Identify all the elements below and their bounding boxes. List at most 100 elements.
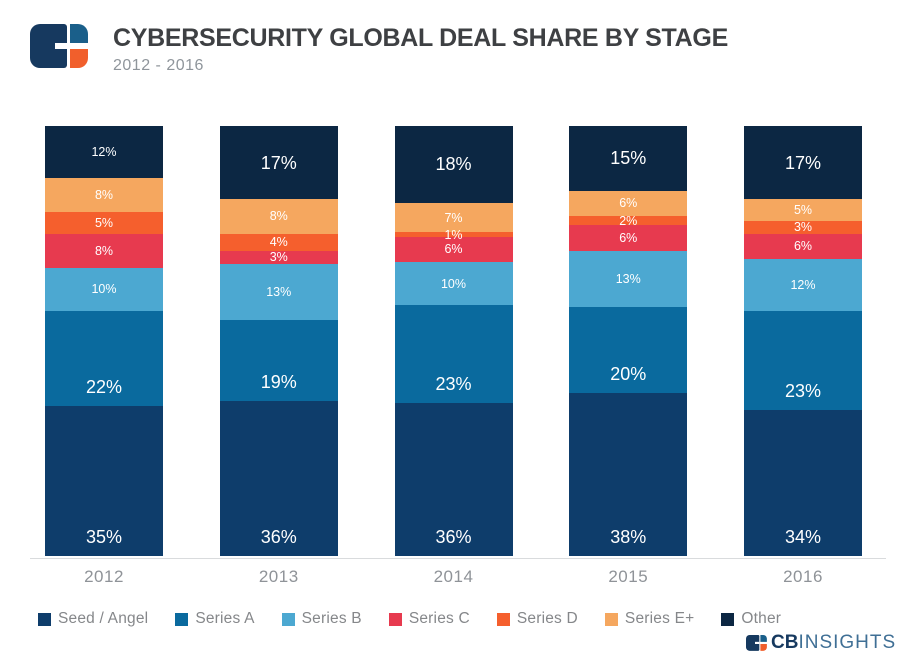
value-label-other-2016: 17% xyxy=(784,152,822,173)
legend-label-series-e: Series E+ xyxy=(624,610,695,627)
x-axis-labels: 2012 2013 2014 2015 2016 xyxy=(45,567,862,587)
segment-series-a-2015: 20% xyxy=(569,306,688,393)
wordmark-cb: CB xyxy=(771,632,799,653)
cbinsights-logo-small-icon xyxy=(746,634,767,652)
legend-item-series-a: Series A xyxy=(175,610,254,628)
legend-item-seed-angel: Seed / Angel xyxy=(38,610,148,628)
segment-series-a-2016: 23% xyxy=(744,310,862,410)
logo-blue-square xyxy=(760,634,767,642)
legend-swatch-series-b xyxy=(281,612,295,626)
value-label-series-b-2016: 12% xyxy=(790,277,816,292)
value-label-series-c-2013: 3% xyxy=(269,249,288,264)
plot-area: 12% 8% 5% 8% 10% 22% 35% 17% 8% 4% 3% 13% 19% 36% 18% 7… xyxy=(45,126,862,557)
value-label-series-a-2016: 23% xyxy=(784,380,822,401)
value-label-series-b-2013: 13% xyxy=(266,284,292,299)
legend-swatch-seed-angel xyxy=(38,612,51,626)
segment-series-d-2016: 3% xyxy=(744,219,862,234)
value-label-series-d-2013: 4% xyxy=(269,234,288,249)
bar-2012: 12% 8% 5% 8% 10% 22% 35% xyxy=(45,126,163,556)
segment-series-d-2014: 1% xyxy=(394,228,513,240)
segment-seed-angel-2016: 34% xyxy=(744,409,862,556)
legend-label-series-a: Series A xyxy=(195,610,255,627)
segment-seed-angel-2012: 35% xyxy=(45,405,163,556)
segment-series-e-2013: 8% xyxy=(219,199,338,234)
legend-label-series-b: Series B xyxy=(301,610,362,627)
segment-series-c-2012: 8% xyxy=(45,233,163,268)
segment-seed-angel-2015: 38% xyxy=(569,392,688,556)
legend-label-other: Other xyxy=(741,610,782,627)
value-label-series-d-2015: 2% xyxy=(619,213,638,228)
segment-series-b-2013: 13% xyxy=(219,263,338,320)
segment-series-c-2014: 6% xyxy=(394,236,513,263)
value-label-series-d-2012: 5% xyxy=(94,215,114,230)
logo-notch-shape xyxy=(55,43,67,49)
value-label-other-2012: 12% xyxy=(91,144,117,159)
page-title: CYBERSECURITY GLOBAL DEAL SHARE BY STAGE xyxy=(113,24,728,52)
legend-item-other: Other xyxy=(721,610,781,628)
bar-2013: 17% 8% 4% 3% 13% 19% 36% xyxy=(219,126,338,557)
segment-series-b-2012: 10% xyxy=(45,267,163,311)
page-subtitle: 2012 - 2016 xyxy=(113,57,204,74)
value-label-series-e-2015: 6% xyxy=(619,196,638,211)
segment-other-2015: 15% xyxy=(569,126,688,191)
value-label-series-e-2012: 8% xyxy=(94,187,114,202)
wordmark-insights: INSIGHTS xyxy=(798,632,897,653)
title-block: CYBERSECURITY GLOBAL DEAL SHARE BY STAGE… xyxy=(113,24,728,75)
segment-series-e-2012: 8% xyxy=(45,177,163,212)
value-label-seed-angel-2016: 34% xyxy=(784,527,822,547)
value-label-series-c-2012: 8% xyxy=(94,243,114,258)
segment-seed-angel-2013: 36% xyxy=(219,401,338,557)
segment-other-2012: 12% xyxy=(45,126,163,178)
bar-2015: 15% 6% 2% 6% 13% 20% 38% xyxy=(569,126,688,556)
x-axis-label-2015: 2015 xyxy=(608,567,649,586)
segment-series-d-2013: 4% xyxy=(219,233,338,251)
logo-orange-square xyxy=(70,49,88,68)
segment-seed-angel-2014: 36% xyxy=(394,402,513,556)
value-label-series-c-2016: 6% xyxy=(793,239,813,254)
value-label-series-c-2014: 6% xyxy=(444,242,463,257)
segment-series-b-2015: 13% xyxy=(569,250,688,307)
segment-series-d-2015: 2% xyxy=(569,213,688,228)
segment-series-d-2012: 5% xyxy=(45,212,163,234)
segment-series-c-2016: 6% xyxy=(744,233,862,260)
value-label-series-a-2014: 23% xyxy=(435,373,472,394)
value-label-series-e-2016: 5% xyxy=(793,202,813,217)
value-label-series-c-2015: 6% xyxy=(619,230,638,245)
legend-swatch-other xyxy=(721,612,735,626)
x-axis-label-2013: 2013 xyxy=(258,567,299,586)
segment-series-e-2014: 7% xyxy=(394,202,513,233)
value-label-seed-angel-2014: 36% xyxy=(435,527,472,547)
logo-blue-square xyxy=(70,24,88,43)
value-label-series-e-2014: 7% xyxy=(444,210,463,225)
legend-label-series-c: Series C xyxy=(408,610,470,627)
value-label-seed-angel-2012: 35% xyxy=(85,527,123,547)
segment-series-e-2016: 5% xyxy=(744,199,862,221)
legend-label-seed-angel: Seed / Angel xyxy=(58,610,149,627)
segment-other-2014: 18% xyxy=(394,126,513,203)
cbinsights-wordmark: CB INSIGHTS xyxy=(746,632,896,654)
cbinsights-logo-small-shape xyxy=(746,634,767,651)
legend-swatch-series-c xyxy=(388,612,402,626)
value-label-series-a-2015: 20% xyxy=(610,363,647,384)
x-axis-label-2014: 2014 xyxy=(433,567,474,586)
value-label-series-e-2013: 8% xyxy=(269,209,288,224)
segment-series-a-2014: 23% xyxy=(394,304,513,403)
value-label-series-b-2014: 10% xyxy=(440,276,467,291)
bar-2014: 18% 7% 1% 6% 10% 23% 36% xyxy=(394,126,513,556)
value-label-seed-angel-2013: 36% xyxy=(260,527,297,548)
x-axis-line xyxy=(30,558,886,559)
x-axis-label-2012: 2012 xyxy=(84,567,124,586)
legend-label-series-d: Series D xyxy=(516,610,578,627)
bar-2016: 17% 5% 3% 6% 12% 23% 34% xyxy=(744,126,862,556)
segment-other-2013: 17% xyxy=(219,126,338,200)
value-label-series-b-2012: 10% xyxy=(91,282,117,297)
legend-item-series-e: Series E+ xyxy=(604,610,695,628)
legend-item-series-d: Series D xyxy=(496,610,578,628)
value-label-series-d-2016: 3% xyxy=(793,219,813,234)
value-label-series-a-2013: 19% xyxy=(260,372,297,393)
legend-swatch-series-e xyxy=(604,612,618,626)
legend-swatch-series-d xyxy=(496,612,510,626)
value-label-other-2014: 18% xyxy=(435,154,472,175)
segment-series-e-2015: 6% xyxy=(569,190,688,217)
segment-other-2016: 17% xyxy=(744,126,862,200)
